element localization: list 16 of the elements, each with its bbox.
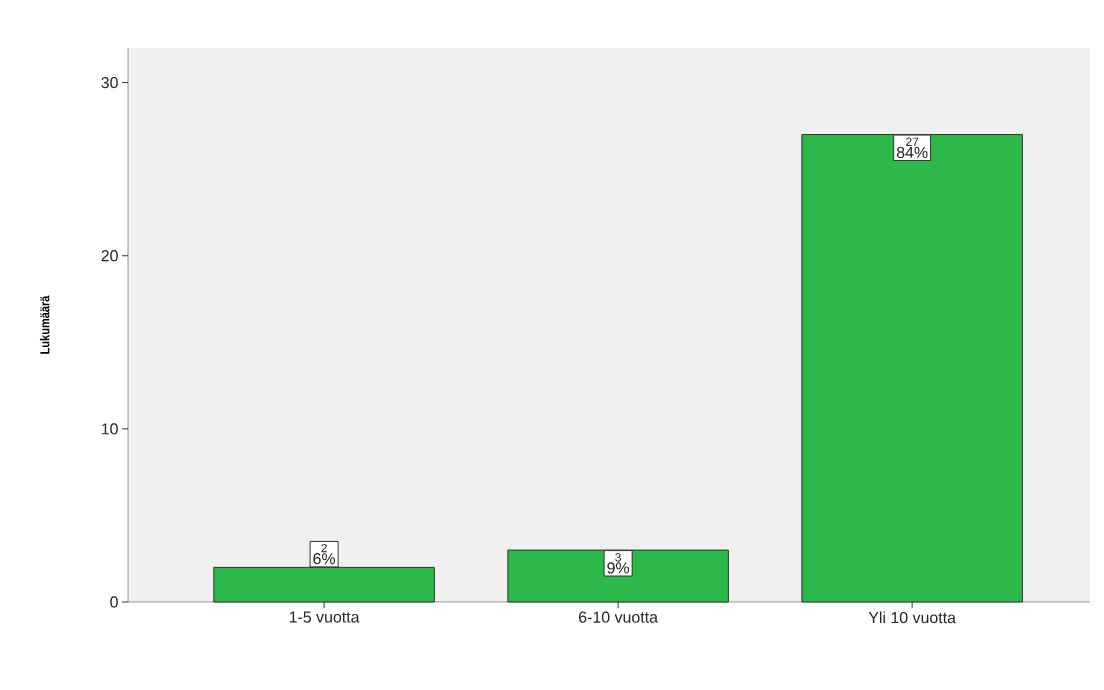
data-label: 27 <box>906 137 919 146</box>
annotation: 84% <box>896 146 928 159</box>
bar <box>801 134 1023 603</box>
annotation: 6% <box>313 553 336 565</box>
bar <box>507 549 729 603</box>
y-axis-title: Lukumäärä <box>39 295 50 354</box>
y-tick-label: 0 <box>110 596 118 608</box>
data-label: 3 <box>615 553 621 562</box>
y-tick-label: 10 <box>101 423 118 435</box>
x-tick-label: Yli 10 vuotta <box>868 611 956 624</box>
y-tick-label: 20 <box>101 250 118 262</box>
data-label: 2 <box>321 543 327 553</box>
x-tick-label: 1-5 vuotta <box>289 611 360 623</box>
annotation: 9% <box>607 562 630 574</box>
x-tick-label: 6-10 vuotta <box>579 611 658 623</box>
y-tick-label: 30 <box>101 76 118 89</box>
